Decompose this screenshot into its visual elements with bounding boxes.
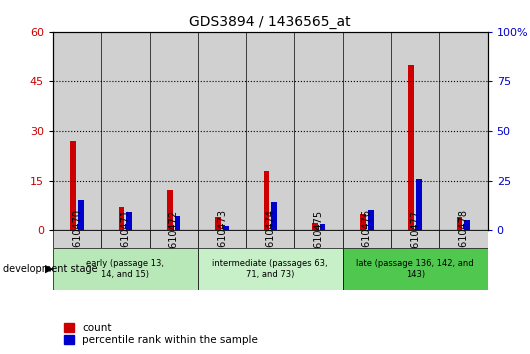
Text: early (passage 13,
14, and 15): early (passage 13, 14, and 15): [86, 259, 164, 279]
Text: development stage: development stage: [3, 264, 98, 274]
Bar: [439, 230, 488, 248]
Bar: [343, 32, 391, 230]
Bar: [101, 32, 149, 230]
Bar: [368, 210, 374, 230]
Bar: [215, 217, 221, 230]
Bar: [126, 212, 132, 230]
Bar: [343, 248, 488, 290]
Bar: [101, 230, 149, 248]
Text: GSM610472: GSM610472: [169, 209, 179, 269]
Bar: [53, 248, 198, 290]
Bar: [198, 230, 246, 248]
Text: GSM610476: GSM610476: [362, 210, 372, 268]
Bar: [464, 220, 470, 230]
Bar: [53, 230, 101, 248]
Bar: [271, 202, 277, 230]
Bar: [246, 32, 295, 230]
Bar: [198, 248, 343, 290]
Bar: [78, 200, 84, 230]
Bar: [343, 230, 391, 248]
Bar: [416, 178, 422, 230]
Bar: [149, 32, 198, 230]
Bar: [70, 141, 76, 230]
Text: GSM610478: GSM610478: [458, 210, 469, 268]
Title: GDS3894 / 1436565_at: GDS3894 / 1436565_at: [190, 16, 351, 29]
Bar: [295, 230, 343, 248]
Text: intermediate (passages 63,
71, and 73): intermediate (passages 63, 71, and 73): [213, 259, 328, 279]
Bar: [312, 223, 317, 230]
Text: GSM610473: GSM610473: [217, 210, 227, 268]
Text: late (passage 136, 142, and
143): late (passage 136, 142, and 143): [356, 259, 474, 279]
Bar: [119, 207, 125, 230]
Bar: [198, 32, 246, 230]
Bar: [149, 230, 198, 248]
Bar: [457, 217, 463, 230]
Bar: [263, 171, 269, 230]
Bar: [246, 230, 295, 248]
Bar: [320, 224, 325, 230]
Bar: [175, 216, 181, 230]
Bar: [167, 190, 173, 230]
Text: GSM610471: GSM610471: [120, 210, 130, 268]
Legend: count, percentile rank within the sample: count, percentile rank within the sample: [64, 323, 258, 345]
Text: GSM610474: GSM610474: [266, 210, 275, 268]
Bar: [295, 32, 343, 230]
Text: GSM610470: GSM610470: [72, 210, 82, 268]
Bar: [439, 32, 488, 230]
Text: GSM610475: GSM610475: [314, 209, 324, 269]
Bar: [409, 65, 414, 230]
Bar: [223, 226, 229, 230]
Bar: [53, 32, 101, 230]
Text: GSM610477: GSM610477: [410, 209, 420, 269]
Bar: [391, 230, 439, 248]
Text: ▶: ▶: [45, 264, 53, 274]
Bar: [360, 213, 366, 230]
Bar: [391, 32, 439, 230]
